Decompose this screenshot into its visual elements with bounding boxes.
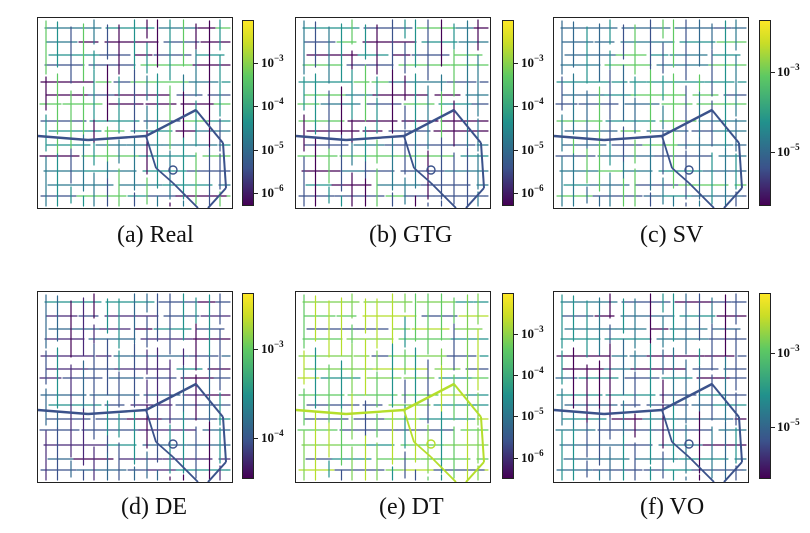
caption-sv: (c) SV bbox=[640, 222, 704, 248]
caption-dt: (e) DT bbox=[379, 494, 444, 520]
colorbar-tick-vo-2: 10−5 bbox=[777, 417, 800, 434]
caption-real: (a) Real bbox=[117, 222, 194, 248]
road-network-map-sv bbox=[553, 17, 749, 209]
colorbar-tick-real-4: 10−6 bbox=[261, 183, 284, 200]
colorbar-de bbox=[242, 293, 254, 479]
colorbar-tick-real-2: 10−4 bbox=[261, 96, 284, 113]
colorbar-tick-de-1: 10−3 bbox=[261, 339, 284, 356]
colorbar-tick-vo-1: 10−3 bbox=[777, 343, 800, 360]
road-network-map-real bbox=[37, 17, 233, 209]
colorbar-gtg bbox=[502, 20, 514, 206]
road-network-map-de bbox=[37, 291, 233, 483]
colorbar-tick-real-3: 10−5 bbox=[261, 140, 284, 157]
colorbar-real bbox=[242, 20, 254, 206]
road-network-map-dt bbox=[295, 291, 491, 483]
colorbar-tick-dt-4: 10−6 bbox=[521, 448, 544, 465]
road-network-map-vo bbox=[553, 291, 749, 483]
colorbar-tick-dt-1: 10−3 bbox=[521, 324, 544, 341]
colorbar-tick-real-1: 10−3 bbox=[261, 53, 284, 70]
colorbar-tick-sv-1: 10−3 bbox=[777, 62, 800, 79]
colorbar-tick-dt-2: 10−4 bbox=[521, 365, 544, 382]
caption-vo: (f) VO bbox=[640, 494, 705, 520]
caption-gtg: (b) GTG bbox=[369, 222, 453, 248]
colorbar-tick-gtg-4: 10−6 bbox=[521, 183, 544, 200]
colorbar-tick-gtg-1: 10−3 bbox=[521, 53, 544, 70]
road-network-map-gtg bbox=[295, 17, 491, 209]
colorbar-tick-dt-3: 10−5 bbox=[521, 406, 544, 423]
colorbar-vo bbox=[759, 293, 771, 479]
caption-de: (d) DE bbox=[121, 494, 187, 520]
colorbar-tick-gtg-3: 10−5 bbox=[521, 140, 544, 157]
colorbar-dt bbox=[502, 293, 514, 479]
colorbar-tick-gtg-2: 10−4 bbox=[521, 96, 544, 113]
colorbar-tick-sv-2: 10−5 bbox=[777, 142, 800, 159]
colorbar-sv bbox=[759, 20, 771, 206]
colorbar-tick-de-2: 10−4 bbox=[261, 428, 284, 445]
